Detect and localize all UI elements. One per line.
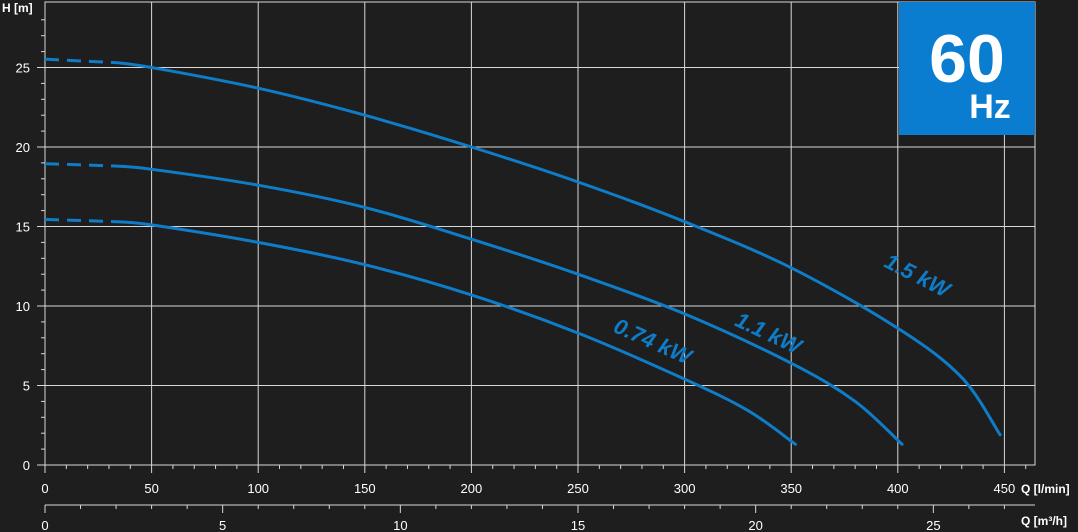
x-tick-label: 50 [144, 481, 158, 496]
x-tick-label: 450 [994, 481, 1016, 496]
curve-0-74-kw [116, 220, 797, 446]
x-tick-label: 350 [780, 481, 802, 496]
x2-tick-label: 10 [393, 518, 407, 532]
x-axis-label: Q [l/min] [1021, 482, 1070, 496]
badge-value: 60 [929, 21, 1005, 97]
grid [44, 1, 1036, 466]
x2-tick-label: 25 [926, 518, 940, 532]
x-tick-label: 150 [354, 481, 376, 496]
curve-1-5-kw [116, 61, 1002, 437]
y-tick-label: 0 [23, 458, 30, 473]
curve-label: 0.74 kW [610, 313, 697, 370]
curve-label: 1.5 kW [881, 248, 956, 303]
x2-tick-label: 20 [748, 518, 762, 532]
x2-tick-label: 15 [571, 518, 585, 532]
y-tick-label: 15 [16, 220, 30, 235]
curves [44, 57, 1002, 446]
y-tick-label: 10 [16, 299, 30, 314]
y-axis-label: H [m] [2, 1, 33, 15]
curve-labels: 1.5 kW1.1 kW0.74 kW [610, 248, 956, 370]
x-tick-label: 300 [674, 481, 696, 496]
x-tick-label: 100 [247, 481, 269, 496]
curve-1-5-kw-dashed [44, 57, 118, 65]
curve-0-74-kw-dashed [44, 217, 118, 224]
x-tick-label: 200 [461, 481, 483, 496]
x-tick-label: 0 [41, 481, 48, 496]
y-tick-label: 25 [16, 61, 30, 76]
plot-frame [44, 1, 1036, 466]
curve-1-1-kw [116, 164, 904, 446]
x2-tick-label: 5 [219, 518, 226, 532]
x2-tick-label: 0 [41, 518, 48, 532]
badge-unit: Hz [969, 88, 1011, 126]
x-tick-label: 400 [887, 481, 909, 496]
y-tick-label: 20 [16, 140, 30, 155]
x2-axis-label: Q [m³/h] [1021, 514, 1067, 528]
x-tick-label: 250 [567, 481, 589, 496]
y-tick-label: 5 [23, 379, 30, 394]
badge-background [899, 2, 1035, 135]
curve-1-1-kw-dashed [44, 162, 118, 168]
frequency-badge: 60 Hz [899, 2, 1035, 135]
